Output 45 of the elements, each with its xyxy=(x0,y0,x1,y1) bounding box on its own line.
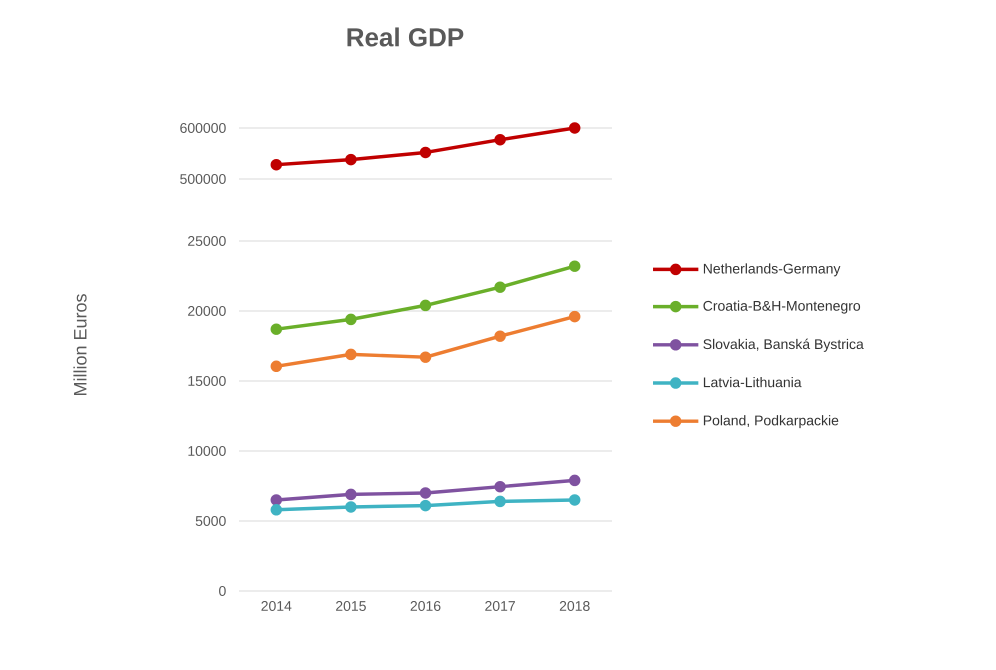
y-axis-title: Million Euros xyxy=(73,294,87,396)
point xyxy=(345,348,357,360)
y-tick-label: 20000 xyxy=(188,306,226,316)
chart-title: Real GDP xyxy=(347,27,464,47)
point xyxy=(345,501,357,513)
legend-label: Croatia-B&H-Montenegro xyxy=(703,300,860,314)
x-tick-label: 2017 xyxy=(485,601,515,611)
legend-label: Netherlands-Germany xyxy=(704,263,840,276)
point xyxy=(568,474,580,486)
legend-label: Poland, Podkarpackie xyxy=(704,415,838,428)
x-tick-label: 2018 xyxy=(560,601,590,611)
y-tick-label: 0 xyxy=(219,586,226,596)
legend-label: Latvia-Lithuania xyxy=(704,376,802,388)
point xyxy=(345,154,357,166)
y-tick-label: 25000 xyxy=(188,236,226,246)
y-tick-label: 10000 xyxy=(188,446,226,456)
point xyxy=(568,310,580,322)
point xyxy=(345,314,357,326)
y-tick-label: 15000 xyxy=(188,376,226,386)
point xyxy=(568,260,580,272)
point xyxy=(568,122,580,134)
point xyxy=(270,323,282,335)
point xyxy=(270,494,282,506)
point xyxy=(568,494,580,506)
y-tick-label: 5000 xyxy=(196,516,226,526)
x-tick-label: 2016 xyxy=(410,601,440,611)
point xyxy=(494,134,506,146)
point xyxy=(270,504,282,516)
point xyxy=(494,480,506,492)
point xyxy=(420,300,432,312)
point xyxy=(420,146,432,158)
point xyxy=(420,500,432,512)
y-tick-label: 600000 xyxy=(180,123,226,133)
x-tick-label: 2014 xyxy=(261,601,292,611)
point xyxy=(345,488,357,500)
point xyxy=(494,496,506,508)
point xyxy=(420,487,432,499)
legend-label: Slovakia, Banská Bystrica xyxy=(703,338,864,352)
point xyxy=(270,360,282,372)
point xyxy=(420,351,432,363)
point xyxy=(270,158,282,170)
x-tick-label: 2015 xyxy=(336,601,366,611)
y-tick-label: 500000 xyxy=(180,174,226,184)
point xyxy=(494,281,506,293)
point xyxy=(494,330,506,342)
